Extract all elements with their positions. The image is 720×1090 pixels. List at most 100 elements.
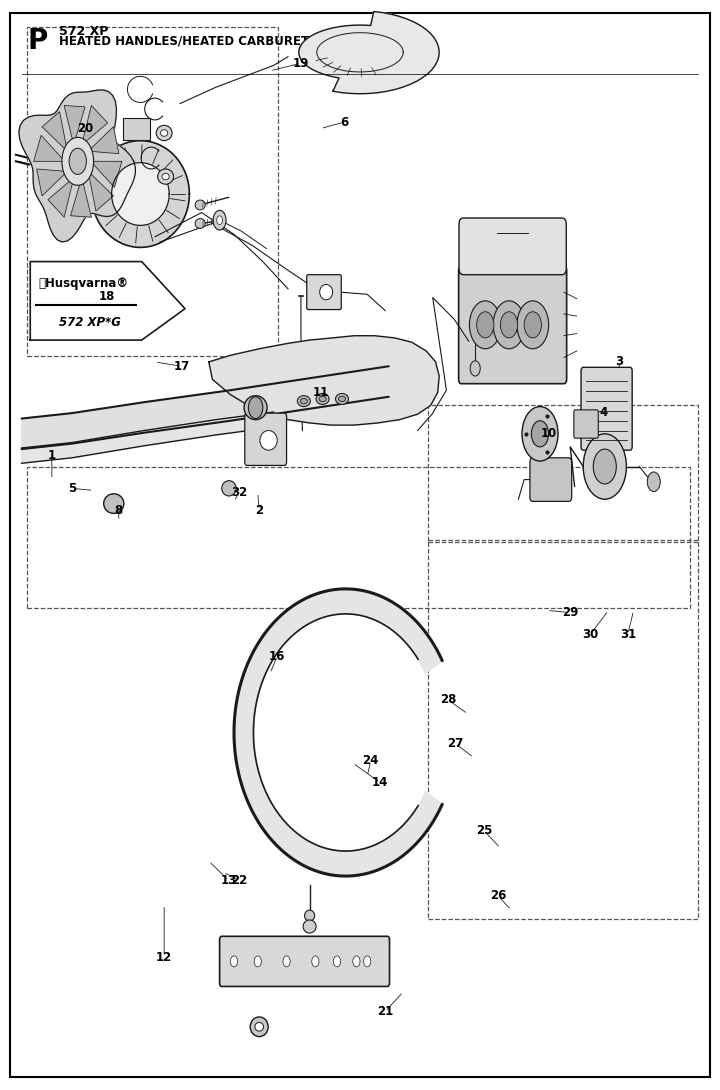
Ellipse shape: [305, 910, 315, 921]
Text: 12: 12: [156, 950, 172, 964]
Polygon shape: [64, 106, 85, 145]
Text: 27: 27: [447, 737, 463, 750]
Circle shape: [531, 421, 549, 447]
Text: ⓗHusqvarna®: ⓗHusqvarna®: [39, 277, 129, 290]
Ellipse shape: [300, 398, 307, 403]
Text: HEATED HANDLES/HEATED CARBURETOR: HEATED HANDLES/HEATED CARBURETOR: [59, 35, 328, 48]
Circle shape: [469, 301, 501, 349]
FancyBboxPatch shape: [574, 410, 598, 438]
Bar: [27, 467, 690, 608]
Text: 25: 25: [476, 824, 492, 837]
Ellipse shape: [297, 396, 310, 407]
Text: 14: 14: [372, 776, 388, 789]
FancyBboxPatch shape: [245, 413, 287, 465]
FancyBboxPatch shape: [530, 458, 572, 501]
FancyBboxPatch shape: [459, 218, 566, 275]
Polygon shape: [42, 111, 67, 152]
Polygon shape: [91, 141, 189, 247]
Ellipse shape: [338, 396, 346, 401]
Polygon shape: [112, 162, 169, 226]
Circle shape: [248, 397, 263, 419]
Polygon shape: [22, 366, 389, 449]
Text: 28: 28: [440, 693, 456, 706]
Circle shape: [470, 361, 480, 376]
Bar: [428, 405, 698, 542]
Text: 24: 24: [363, 754, 379, 767]
Circle shape: [517, 301, 549, 349]
Polygon shape: [234, 589, 442, 876]
Ellipse shape: [244, 396, 267, 420]
Polygon shape: [82, 106, 107, 145]
Circle shape: [283, 956, 290, 967]
Circle shape: [500, 312, 518, 338]
Ellipse shape: [195, 218, 205, 228]
Polygon shape: [299, 12, 439, 94]
Ellipse shape: [195, 199, 205, 209]
Circle shape: [493, 301, 525, 349]
Polygon shape: [22, 412, 274, 463]
Text: 11: 11: [312, 386, 328, 399]
Circle shape: [647, 472, 660, 492]
Text: 21: 21: [377, 1005, 393, 1018]
Circle shape: [593, 449, 616, 484]
FancyBboxPatch shape: [123, 118, 150, 140]
Polygon shape: [34, 135, 65, 161]
Text: 30: 30: [582, 628, 598, 641]
Text: 8: 8: [114, 504, 123, 517]
Text: 3: 3: [615, 355, 624, 368]
FancyBboxPatch shape: [581, 367, 632, 450]
Text: 13: 13: [221, 874, 237, 887]
Text: 5: 5: [68, 482, 76, 495]
Bar: [428, 540, 698, 919]
Ellipse shape: [158, 169, 174, 184]
Text: 4: 4: [599, 405, 608, 419]
Polygon shape: [71, 178, 91, 217]
Circle shape: [213, 210, 226, 230]
Circle shape: [254, 956, 261, 967]
Text: 18: 18: [99, 290, 114, 303]
Bar: [27, 27, 278, 356]
Text: 10: 10: [541, 427, 557, 440]
Text: 29: 29: [562, 606, 578, 619]
Text: 572 XP*G: 572 XP*G: [59, 316, 121, 329]
Text: P: P: [27, 27, 48, 56]
Polygon shape: [89, 171, 114, 211]
Circle shape: [230, 956, 238, 967]
Ellipse shape: [316, 393, 329, 404]
Polygon shape: [37, 169, 67, 196]
Text: 1: 1: [48, 449, 56, 462]
Circle shape: [312, 956, 319, 967]
Circle shape: [217, 216, 222, 225]
Circle shape: [333, 956, 341, 967]
Polygon shape: [209, 336, 439, 425]
Circle shape: [353, 956, 360, 967]
Polygon shape: [19, 90, 135, 242]
Circle shape: [364, 956, 371, 967]
Text: 16: 16: [269, 650, 285, 663]
Ellipse shape: [104, 494, 124, 513]
Ellipse shape: [303, 920, 316, 933]
Ellipse shape: [161, 130, 168, 136]
Polygon shape: [89, 126, 119, 154]
Text: 17: 17: [174, 360, 189, 373]
Ellipse shape: [336, 393, 348, 404]
Polygon shape: [91, 161, 122, 187]
FancyBboxPatch shape: [220, 936, 390, 986]
Circle shape: [62, 137, 94, 185]
Text: 2: 2: [255, 504, 264, 517]
Circle shape: [583, 434, 626, 499]
Text: 572 XP: 572 XP: [59, 25, 109, 38]
FancyBboxPatch shape: [459, 266, 567, 384]
Polygon shape: [48, 178, 73, 217]
Text: 6: 6: [340, 116, 348, 129]
Circle shape: [524, 312, 541, 338]
Ellipse shape: [320, 284, 333, 300]
Text: 31: 31: [620, 628, 636, 641]
Ellipse shape: [251, 1017, 268, 1037]
Ellipse shape: [222, 481, 236, 496]
Ellipse shape: [319, 396, 326, 401]
Ellipse shape: [255, 1022, 264, 1031]
Circle shape: [69, 148, 86, 174]
Ellipse shape: [162, 173, 169, 180]
Text: 22: 22: [231, 874, 247, 887]
